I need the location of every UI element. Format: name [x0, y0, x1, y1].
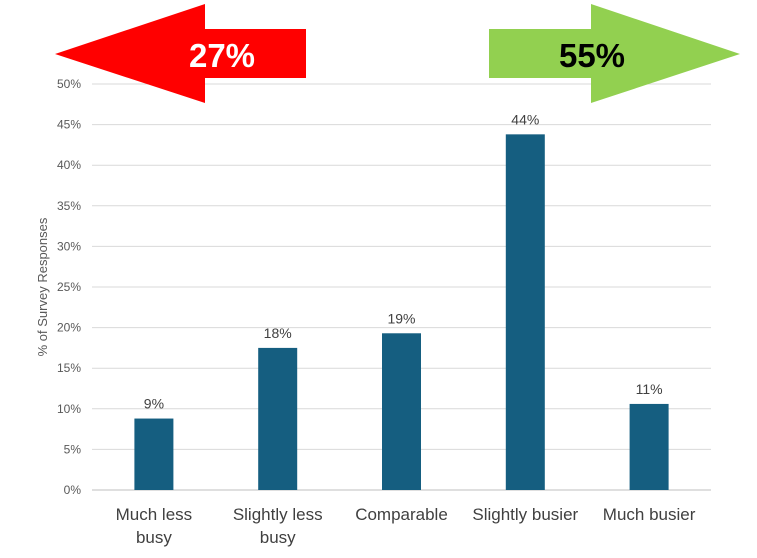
- bar: [629, 403, 669, 490]
- category-label-line: busy: [136, 528, 172, 547]
- category-label-line: Slightly less: [233, 505, 323, 524]
- bars: [134, 134, 669, 490]
- category-label: Much busier: [603, 505, 696, 524]
- data-label: 11%: [636, 381, 663, 397]
- more-busy-arrow: 55%: [489, 4, 740, 103]
- y-tick-label: 25%: [57, 280, 81, 294]
- y-tick-label: 30%: [57, 239, 81, 253]
- category-label: Comparable: [355, 505, 448, 524]
- category-label: Slightly busier: [472, 505, 578, 524]
- bar: [505, 134, 545, 490]
- more-busy-arrow-shape: [489, 4, 740, 103]
- data-label: 9%: [144, 396, 164, 412]
- y-tick-label: 40%: [57, 158, 81, 172]
- category-label: Slightly less busy: [233, 505, 323, 547]
- less-busy-percent: 27%: [189, 37, 255, 74]
- data-labels: 9% 18% 19% 44% 11%: [144, 111, 663, 411]
- y-tick-label: 15%: [57, 361, 81, 375]
- category-label-line: Comparable: [355, 505, 448, 524]
- category-label-line: busy: [260, 528, 296, 547]
- y-tick-label: 20%: [57, 321, 81, 335]
- data-label: 44%: [511, 111, 539, 127]
- data-label: 18%: [264, 325, 292, 341]
- y-tick-label: 35%: [57, 199, 81, 213]
- y-tick-label: 5%: [64, 442, 82, 456]
- bar: [382, 333, 421, 490]
- more-busy-percent: 55%: [559, 37, 625, 74]
- category-label-line: Slightly busier: [472, 505, 578, 524]
- y-axis-ticks: 0% 5% 10% 15% 20% 25% 30% 35% 40% 45% 50%: [57, 77, 81, 497]
- less-busy-arrow: 27%: [55, 4, 306, 103]
- bar: [134, 418, 174, 490]
- y-tick-label: 0%: [64, 483, 82, 497]
- x-axis-categories: Much less busy Slightly less busy Comparable…: [116, 505, 696, 547]
- bar: [258, 347, 298, 490]
- y-tick-label: 50%: [57, 77, 81, 91]
- data-label: 19%: [387, 310, 415, 326]
- y-axis-label: % of Survey Responses: [35, 217, 50, 356]
- category-label-line: Much less: [116, 505, 193, 524]
- less-busy-arrow-shape: [55, 4, 306, 103]
- y-tick-label: 45%: [57, 118, 81, 132]
- category-label: Much less busy: [116, 505, 193, 547]
- category-label-line: Much busier: [603, 505, 696, 524]
- y-tick-label: 10%: [57, 402, 81, 416]
